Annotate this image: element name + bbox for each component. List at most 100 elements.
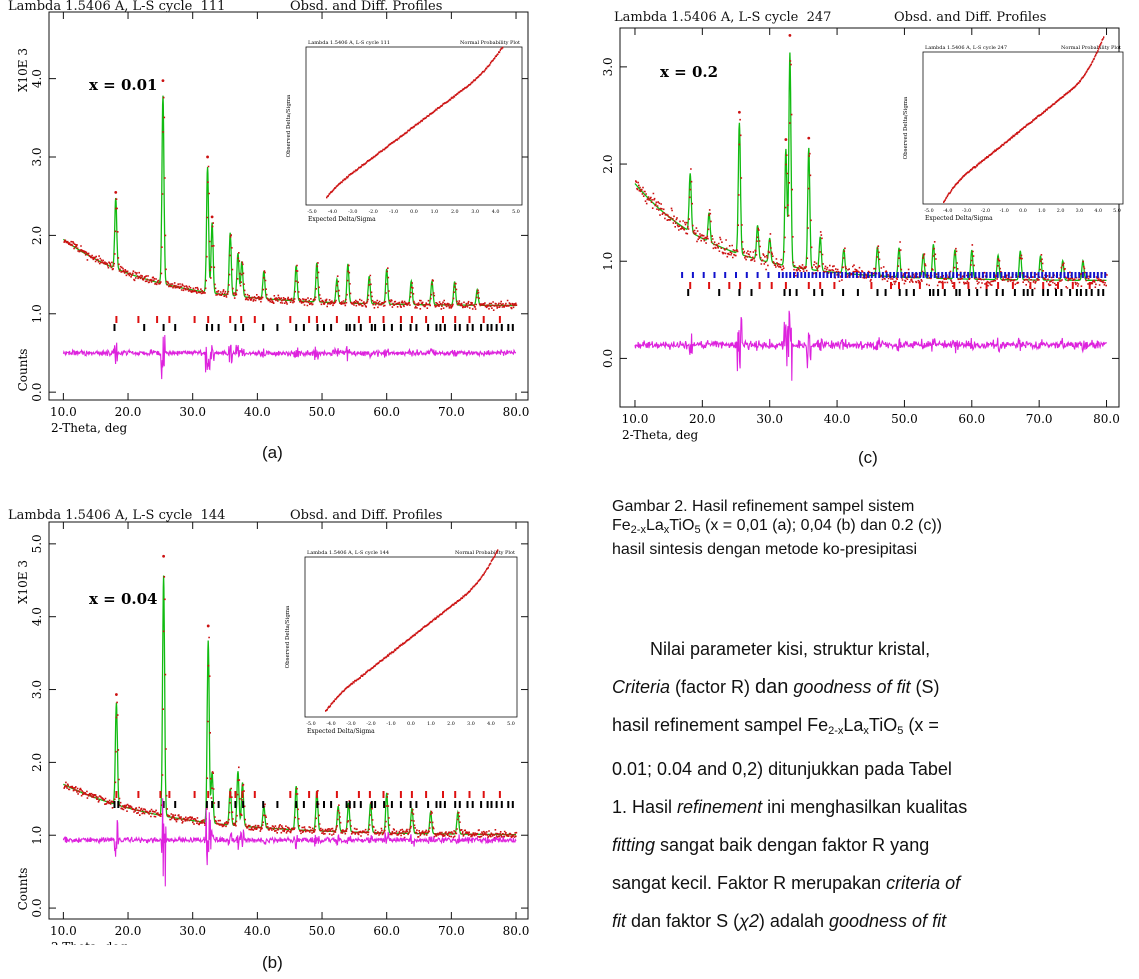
- x-tick-label: 30.0: [179, 405, 206, 419]
- y-tick-label: 1.0: [30, 826, 44, 845]
- inset-x-tick: 0.0: [1019, 208, 1027, 214]
- inset-x-tick: 5.0: [1113, 208, 1121, 214]
- body-line-8: fit dan faktor S (χ2) adalah goodness of…: [612, 911, 947, 931]
- x-tick-label: 10.0: [50, 924, 77, 938]
- panel-a-header-left: Lambda 1.5406 A, L-S cycle 111: [8, 0, 226, 14]
- panel-a: Lambda 1.5406 A, L-S cycle 111 Obsd. and…: [0, 0, 540, 462]
- inset-x-tick: -3.0: [346, 721, 355, 727]
- peak-point: [161, 79, 165, 82]
- peak-point: [114, 693, 118, 696]
- x-tick-label: 50.0: [309, 405, 336, 419]
- inset-x-tick: -5.0: [306, 721, 315, 727]
- y-tick-label: 0.0: [30, 383, 44, 402]
- inset-x-tick: 4.0: [1094, 208, 1102, 214]
- inset-header-right: Normal Probability Plot: [455, 550, 515, 556]
- x-tick-label: 10.0: [622, 412, 649, 426]
- y-unit-label: X10E 3: [16, 48, 30, 92]
- inset-x-label: Expected Delta/Sigma: [307, 728, 375, 735]
- inset-x-tick: 3.0: [467, 721, 475, 727]
- inset-probability-points: [943, 36, 1105, 203]
- panel-a-plot: 10.0 20.0 30.0 40.0 50.0 60.0 70.0 80.0 0.0 1.0 2.…: [16, 11, 530, 435]
- y-tick-label: 0.0: [30, 899, 44, 918]
- y-tick-label: 3.0: [30, 147, 44, 166]
- y-tick-label: 4.0: [30, 607, 44, 626]
- y-tick-label: 2.0: [30, 753, 44, 772]
- y-tick-label: 0.0: [601, 349, 615, 368]
- y-tick-label: 3.0: [30, 680, 44, 699]
- inset-header-right: Normal Probability Plot: [460, 40, 520, 46]
- body-line-5: 1. Hasil refinement ini menghasilkan kua…: [612, 797, 968, 817]
- peak-point: [206, 155, 209, 159]
- inset-y-label: Observed Delta/Sigma: [285, 605, 291, 668]
- panel-c-plot: 10.0 20.0 30.0 40.0 50.0 60.0 70.0 80.0 0.0 1.0 2.…: [600, 27, 1124, 442]
- composition-label: x = 0.04: [89, 590, 158, 608]
- inset-x-tick: -1.0: [389, 209, 398, 215]
- inset-x-tick: 0.0: [410, 209, 418, 215]
- body-line-7: sangat kecil. Faktor R merupakan criteri…: [612, 873, 961, 893]
- inset-header-right: Normal Probability Plot: [1061, 45, 1121, 51]
- inset-header-left: Lambda 1.5406 A, L-S cycle 247: [925, 45, 1007, 51]
- x-tick-label: 60.0: [373, 405, 400, 419]
- reflection-ticks-phase-2: [113, 801, 514, 808]
- x-tick-label: 20.0: [115, 924, 142, 938]
- inset-probability-points: [326, 46, 504, 199]
- inset-x-tick: 3.0: [471, 209, 479, 215]
- x-axis-label: 2-Theta, deg: [51, 940, 127, 945]
- panel-a-header-right: Obsd. and Diff. Profiles: [290, 0, 443, 14]
- inset-x-tick: -2.0: [981, 208, 990, 214]
- x-tick-label: 60.0: [958, 412, 985, 426]
- difference-profile: [62, 798, 517, 887]
- x-tick-label: 30.0: [756, 412, 783, 426]
- inset-header-left: Lambda 1.5406 A, L-S cycle 144: [307, 550, 389, 556]
- y-tick-label: 3.0: [601, 57, 615, 76]
- body-line-2: Criteria (factor R) dan goodness of fit …: [612, 676, 940, 698]
- peak-point: [788, 34, 792, 37]
- inset-x-tick: 2.0: [447, 721, 455, 727]
- peak-point: [737, 110, 741, 114]
- inset-x-tick: 2.0: [1057, 208, 1065, 214]
- panel-c: Lambda 1.5406 A, L-S cycle 247 Obsd. and…: [600, 0, 1139, 470]
- plot-frame: [619, 27, 1120, 408]
- x-tick-label: 60.0: [373, 924, 400, 938]
- y-tick-label: 1.0: [30, 304, 44, 323]
- x-tick-label: 70.0: [438, 924, 465, 938]
- x-tick-label: 80.0: [503, 405, 530, 419]
- panel-b-header-left: Lambda 1.5406 A, L-S cycle 144: [8, 508, 226, 523]
- reflection-ticks-phase-1: [115, 316, 501, 323]
- inset-x-tick: -4.0: [943, 208, 952, 214]
- inset-x-tick: 0.0: [407, 721, 415, 727]
- x-tick-label: 40.0: [244, 924, 271, 938]
- figure-caption: Gambar 2. Hasil refinement sampel sistem…: [612, 497, 1134, 559]
- panel-c-header-right: Obsd. and Diff. Profiles: [894, 10, 1047, 25]
- peak-point: [206, 624, 210, 628]
- panel-b-caption: (b): [262, 953, 283, 972]
- difference-profile: [634, 310, 1107, 381]
- x-tick-label: 20.0: [689, 412, 716, 426]
- y-unit-label: X10E 3: [16, 560, 30, 604]
- panel-b-header-right: Obsd. and Diff. Profiles: [290, 508, 443, 523]
- x-tick-label: 40.0: [824, 412, 851, 426]
- peak-point: [210, 215, 214, 219]
- caption-line-3: hasil sintesis dengan metode ko-presipit…: [612, 541, 918, 558]
- inset-x-tick: 5.0: [507, 721, 515, 727]
- reflection-ticks-phase-1: [115, 791, 501, 798]
- y-tick-label: 2.0: [30, 226, 44, 245]
- reflection-ticks-phase-1: [689, 282, 1091, 289]
- difference-profile: [62, 334, 517, 380]
- plot-frame: [48, 11, 529, 401]
- composition-label: x = 0.01: [89, 76, 158, 94]
- inset-y-label: Observed Delta/Sigma: [903, 96, 909, 159]
- panel-b-plot: 10.0 20.0 30.0 40.0 50.0 60.0 70.0 80.0 0.0 1.0 2.…: [16, 521, 529, 945]
- inset-x-tick: -2.0: [366, 721, 375, 727]
- inset-x-tick: -2.0: [369, 209, 378, 215]
- y-tick-label: 1.0: [601, 252, 615, 271]
- y-unit-label: X10E 3: [600, 63, 601, 107]
- body-paragraph: Nilai parameter kisi, struktur kristal, …: [612, 630, 1134, 940]
- x-tick-label: 10.0: [50, 405, 77, 419]
- body-line-3: hasil refinement sampel Fe2-xLaxTiO5 (x …: [612, 715, 939, 737]
- x-tick-label: 50.0: [891, 412, 918, 426]
- inset-x-tick: 5.0: [512, 209, 520, 215]
- composition-label: x = 0.2: [660, 63, 718, 81]
- inset-x-tick: -1.0: [1000, 208, 1009, 214]
- x-tick-label: 80.0: [1093, 412, 1120, 426]
